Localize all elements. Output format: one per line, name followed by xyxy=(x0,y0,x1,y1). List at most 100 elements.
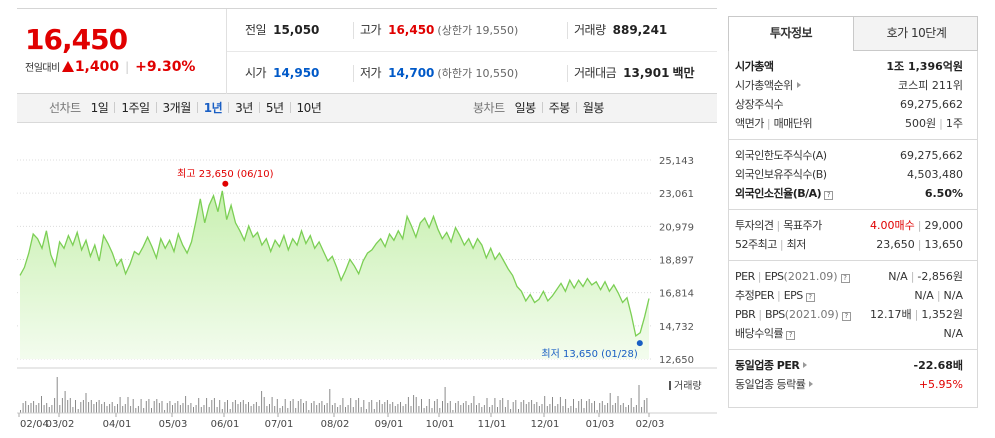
market-cap-rank-row[interactable]: 시가총액순위 코스피 211위 xyxy=(735,79,963,92)
volume-bar xyxy=(601,401,603,413)
volume-bar xyxy=(237,404,239,413)
volume-bar xyxy=(219,400,221,413)
volume-bar xyxy=(628,405,629,413)
line-period-option[interactable]: 1주일 xyxy=(121,101,150,115)
volume-bar xyxy=(33,401,35,413)
volume-bar xyxy=(462,403,464,413)
volume-bar xyxy=(350,398,352,413)
volume-bar xyxy=(567,408,569,413)
volume-bar xyxy=(449,401,451,413)
volume-bar xyxy=(130,406,132,413)
tab-order-book[interactable]: 호가 10단계 xyxy=(886,26,947,40)
volume-bar xyxy=(310,403,312,413)
volume-bar xyxy=(562,406,564,413)
line-period-option[interactable]: 1일 xyxy=(90,101,109,115)
volume-bar xyxy=(586,401,588,413)
volume-bar xyxy=(355,400,357,413)
volume-bar xyxy=(625,407,627,413)
volume-bar xyxy=(599,403,601,413)
volume-bar xyxy=(339,405,341,413)
volume-bar xyxy=(358,398,360,413)
volume-bar xyxy=(250,406,252,413)
volume-bar xyxy=(289,401,291,413)
volume-bar xyxy=(502,398,504,413)
volume-bar xyxy=(533,404,535,413)
volume-bar xyxy=(368,402,370,413)
trade-amount: 거래대금 13,901 백만 xyxy=(567,65,695,82)
tab-investment-info[interactable]: 투자정보 xyxy=(729,17,854,51)
candle-period-option[interactable]: 일봉 xyxy=(514,101,537,115)
change-label: 전일대비 xyxy=(25,63,60,74)
volume-bar xyxy=(137,406,139,413)
divider xyxy=(196,102,198,113)
help-icon[interactable]: ? xyxy=(841,312,851,321)
volume-bar xyxy=(342,398,344,413)
volume-bar xyxy=(198,398,200,413)
volume-bar xyxy=(337,407,339,413)
volume-bar xyxy=(465,401,467,413)
volume-bar xyxy=(190,403,192,413)
volume-bar xyxy=(111,402,113,413)
volume-bar xyxy=(518,409,519,413)
volume-bar xyxy=(313,401,315,413)
volume-bar xyxy=(400,402,401,413)
current-price: 16,450 xyxy=(25,23,128,56)
line-period-option[interactable]: 5년 xyxy=(265,101,284,115)
volume: 거래량 889,241 xyxy=(567,22,667,39)
line-period-option[interactable]: 3개월 xyxy=(162,101,192,115)
pbr-row: PBR | BPS(2021.09)? 12.17배 | 1,352원 xyxy=(735,308,963,321)
help-icon[interactable]: ? xyxy=(805,293,815,302)
volume-bar xyxy=(497,407,498,413)
volume-bar xyxy=(573,399,574,413)
volume-bar xyxy=(292,399,294,413)
volume-bar xyxy=(638,385,640,413)
volume-bar xyxy=(326,403,328,413)
volume-bar xyxy=(161,401,163,413)
x-tick-label: 08/02 xyxy=(321,419,350,430)
line-period-option[interactable]: 10년 xyxy=(296,101,322,115)
volume-bar xyxy=(407,397,409,413)
volume-bar xyxy=(538,406,540,413)
volume-bar xyxy=(59,405,61,413)
volume-bar xyxy=(588,399,590,413)
volume-bar xyxy=(276,399,278,413)
x-tick-label: 06/01 xyxy=(211,419,240,430)
volume-bar xyxy=(379,400,381,413)
volume-bar xyxy=(575,408,577,413)
candle-period-option[interactable]: 월봉 xyxy=(582,101,605,115)
volume-bar xyxy=(373,409,375,413)
sector-per-row[interactable]: 동일업종 PER -22.68배 xyxy=(735,359,963,372)
chevron-right-icon xyxy=(803,362,808,368)
line-period-option[interactable]: 3년 xyxy=(235,101,253,115)
volume-bar xyxy=(442,401,443,413)
volume-bar xyxy=(460,405,462,413)
volume-bar xyxy=(177,401,179,413)
open-price: 시가 14,950 xyxy=(245,66,320,80)
volume-bar xyxy=(271,397,273,413)
volume-bar xyxy=(365,409,367,413)
volume-bar xyxy=(203,405,205,413)
volume-bar xyxy=(544,396,546,413)
candle-period-option[interactable]: 주봉 xyxy=(548,101,571,115)
volume-bar xyxy=(520,402,522,413)
sector-rate-row[interactable]: 동일업종 등락률 +5.95% xyxy=(735,378,963,391)
volume-bar xyxy=(331,405,333,413)
volume-bar xyxy=(109,404,111,413)
help-icon[interactable]: ? xyxy=(840,274,850,283)
volume-bar xyxy=(305,401,307,413)
x-tick-label: 05/03 xyxy=(159,419,188,430)
help-icon[interactable]: ? xyxy=(824,191,834,200)
line-period-option[interactable]: 1년 xyxy=(203,101,223,115)
help-icon[interactable]: ? xyxy=(786,331,796,340)
high-price: 고가 16,450 (상한가 19,550) xyxy=(353,22,518,39)
volume-bar xyxy=(48,407,50,413)
volume-bar xyxy=(54,398,56,413)
volume-bar xyxy=(604,405,606,413)
volume-bar xyxy=(418,406,420,413)
volume-bar xyxy=(384,402,386,413)
volume-bar xyxy=(318,403,320,413)
volume-bar xyxy=(117,404,118,413)
volume-bar xyxy=(232,402,234,413)
volume-bar xyxy=(211,400,213,413)
volume-bar xyxy=(389,404,391,413)
